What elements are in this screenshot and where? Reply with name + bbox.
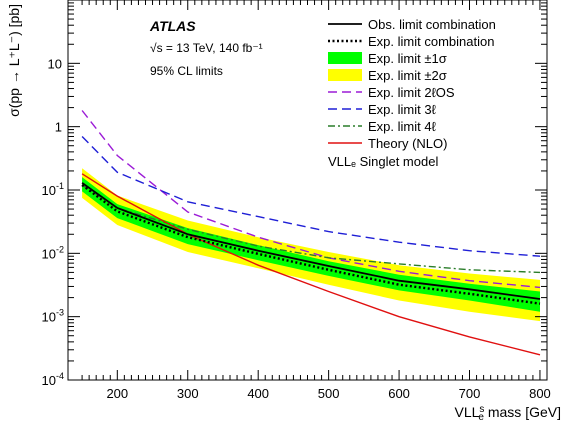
y-tick-label: 10-2	[42, 244, 64, 261]
y-tick-label: 10-1	[42, 181, 64, 198]
x-axis-title-main: VLL	[454, 404, 479, 420]
plot-frame	[67, 0, 548, 381]
x-tick-label: 700	[459, 386, 481, 401]
cl-label: 95% CL limits	[150, 64, 223, 78]
series-line-0	[81, 182, 541, 300]
y-tick-label: 1	[55, 120, 62, 135]
atlas-label: ATLAS	[149, 18, 196, 34]
legend-swatch-box	[328, 52, 362, 64]
x-axis-title-rest: mass [GeV]	[484, 404, 561, 420]
legend-label: Obs. limit combination	[368, 17, 496, 32]
legend-label: Exp. limit combination	[368, 34, 494, 49]
series-line-3	[81, 136, 541, 257]
legend-label: Theory (NLO)	[368, 136, 447, 151]
x-tick-label: 400	[247, 386, 269, 401]
legend: Obs. limit combination Exp. limit combina…	[328, 17, 496, 169]
x-tick-label: 300	[177, 386, 199, 401]
x-tick-label: 800	[529, 386, 551, 401]
legend-label: Exp. limit ±2σ	[368, 68, 447, 83]
legend-label: Exp. limit 4ℓ	[368, 119, 437, 134]
bands-layer	[82, 168, 540, 322]
ticks-layer: 200 300 400 500 600 700 800 10-4 10-3 10-2 10-1 1 10	[42, 0, 551, 401]
y-tick-label: 10	[48, 56, 62, 71]
model-label: VLLₑ Singlet model	[328, 154, 438, 169]
x-tick-label: 200	[106, 386, 128, 401]
series-line-5	[81, 173, 541, 356]
x-axis-title-sub: e	[478, 412, 484, 423]
x-tick-label: 600	[388, 386, 410, 401]
y-tick-label: 10-3	[42, 308, 64, 325]
y-axis-title: σ(pp → L⁺L⁻) [pb]	[6, 4, 22, 117]
x-axis-title: VLLs e mass [GeV]	[454, 404, 561, 423]
y-tick-label: 10-4	[42, 371, 64, 388]
energy-label: √s = 13 TeV, 140 fb⁻¹	[150, 41, 263, 55]
legend-label: Exp. limit 3ℓ	[368, 102, 437, 117]
legend-label: Exp. limit ±1σ	[368, 51, 447, 66]
legend-swatch-box	[328, 69, 362, 81]
band-1sigma	[82, 177, 540, 312]
legend-label: Exp. limit 2ℓOS	[368, 85, 455, 100]
x-axis-title-sup: s	[479, 404, 484, 415]
series-line-2	[81, 110, 541, 289]
lines-layer	[81, 110, 541, 356]
x-tick-label: 500	[318, 386, 340, 401]
